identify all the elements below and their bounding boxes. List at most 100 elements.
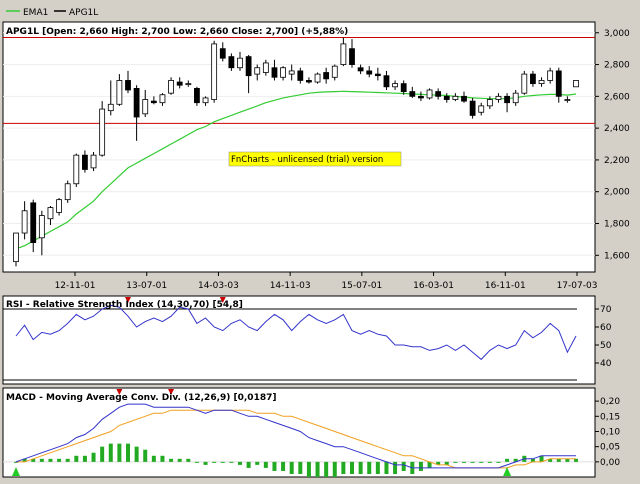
macd-histogram-bar bbox=[22, 458, 27, 462]
macd-histogram-bar bbox=[100, 446, 105, 462]
macd-histogram-bar bbox=[436, 461, 441, 465]
macd-histogram-bar bbox=[263, 461, 268, 468]
macd-histogram-bar bbox=[324, 461, 329, 478]
candle-body bbox=[90, 154, 97, 169]
x-axis-tick-label: 16-03-01 bbox=[413, 281, 454, 291]
macd-histogram-bar bbox=[160, 455, 165, 462]
candle-body bbox=[452, 95, 459, 100]
price-y-tick-label: 2,800 bbox=[604, 61, 630, 71]
price-y-tick-label: 1,600 bbox=[604, 251, 630, 261]
macd-histogram-bar bbox=[74, 455, 79, 462]
candle-body bbox=[99, 108, 106, 156]
price-pane: APG1L [Open: 2,660 High: 2,700 Low: 2,66… bbox=[2, 21, 596, 273]
macd-histogram-bar bbox=[169, 458, 174, 462]
macd-histogram-bar bbox=[427, 461, 432, 468]
macd-histogram-bar bbox=[82, 455, 87, 462]
macd-histogram-bar bbox=[350, 461, 354, 474]
candle-body bbox=[150, 100, 157, 104]
macd-y-tick-label: 0,00 bbox=[600, 458, 620, 468]
macd-histogram-bar bbox=[91, 452, 96, 462]
macd-histogram-bar bbox=[289, 461, 294, 474]
macd-histogram-bar bbox=[57, 458, 62, 462]
candle-body bbox=[288, 70, 295, 75]
x-axis-tick-label: 15-07-01 bbox=[341, 281, 382, 291]
macd-sell-marker bbox=[168, 389, 175, 395]
macd-histogram-bar bbox=[453, 461, 458, 463]
macd-y-tick-label: 0,10 bbox=[600, 427, 620, 437]
candle-body bbox=[409, 91, 416, 97]
x-axis: 12-11-01 13-07-01 14-03-03 14-11-03 15-07-01… bbox=[55, 272, 597, 291]
macd-buy-marker bbox=[12, 467, 20, 476]
candle-body bbox=[306, 80, 312, 83]
candle-body bbox=[547, 70, 554, 81]
candle-body bbox=[349, 48, 355, 65]
rsi-y-tick-label: 60 bbox=[600, 323, 612, 333]
price-y-tick-label: 2,600 bbox=[604, 92, 630, 102]
candle-body bbox=[374, 73, 381, 77]
x-axis-tick-label: 13-07-01 bbox=[126, 281, 167, 291]
macd-histogram-bar bbox=[332, 461, 337, 478]
candle-body bbox=[280, 67, 286, 78]
macd-histogram-bar bbox=[186, 458, 191, 462]
price-y-tick-label: 2,400 bbox=[604, 124, 630, 134]
macd-histogram-bar bbox=[505, 458, 510, 462]
macd-y-tick-label: 0,20 bbox=[600, 397, 620, 407]
rsi-line bbox=[15, 304, 577, 361]
macd-histogram-bar bbox=[315, 461, 320, 478]
x-axis-tick-label: 16-11-01 bbox=[485, 281, 526, 291]
price-y-tick-label: 1,800 bbox=[604, 219, 630, 229]
candle-body bbox=[469, 100, 476, 116]
macd-histogram-bar bbox=[65, 458, 70, 462]
candle-body bbox=[357, 67, 364, 72]
candle-body bbox=[555, 70, 562, 97]
candle-body bbox=[461, 95, 467, 102]
candle-body bbox=[56, 199, 62, 213]
macd-histogram-bar bbox=[462, 461, 466, 463]
macd-histogram-bar bbox=[358, 461, 363, 474]
macd-y-tick-label: 0,05 bbox=[600, 443, 620, 453]
candle-body bbox=[521, 73, 528, 94]
rsi-y-tick-label: 40 bbox=[600, 359, 612, 369]
candle-body bbox=[262, 62, 269, 73]
macd-histogram-bar bbox=[246, 461, 251, 468]
macd-histogram-bar bbox=[229, 461, 234, 463]
candle-body bbox=[392, 83, 398, 88]
candle-body bbox=[486, 99, 493, 107]
macd-histogram-bar bbox=[126, 443, 130, 462]
candle-body bbox=[443, 95, 450, 100]
candle-body bbox=[38, 215, 45, 239]
candle-body bbox=[366, 70, 373, 75]
legend-label-price: APG1L bbox=[69, 8, 98, 18]
macd-histogram-bar bbox=[418, 461, 423, 471]
macd-histogram-bar bbox=[220, 461, 225, 463]
candle-body bbox=[202, 97, 209, 104]
candle-body bbox=[47, 207, 54, 220]
candle-body bbox=[435, 91, 442, 97]
candle-body bbox=[573, 80, 579, 88]
macd-buy-marker bbox=[503, 467, 512, 476]
candle-body bbox=[400, 83, 407, 92]
macd-histogram-bar bbox=[48, 458, 53, 462]
rsi-signal-marker bbox=[219, 297, 226, 303]
macd-histogram-bar bbox=[341, 461, 346, 474]
candle-body bbox=[194, 87, 200, 104]
macd-histogram-bar bbox=[444, 461, 449, 465]
candle-body bbox=[21, 210, 28, 234]
candle-body bbox=[530, 73, 536, 85]
macd-histogram-bar bbox=[212, 461, 217, 463]
candle-body bbox=[478, 105, 485, 113]
macd-y-tick-label: 0,15 bbox=[600, 412, 620, 422]
rsi-y-tick-label: 50 bbox=[600, 341, 612, 351]
macd-histogram-bar bbox=[548, 458, 553, 462]
candle-body bbox=[211, 43, 218, 100]
macd-histogram-bar bbox=[393, 461, 398, 474]
candle-body bbox=[228, 56, 235, 69]
candle-body bbox=[237, 57, 243, 69]
x-axis-tick-label: 14-03-03 bbox=[198, 281, 239, 291]
price-y-tick-label: 3,000 bbox=[604, 29, 630, 39]
macd-histogram-bar bbox=[298, 461, 303, 474]
legend: EMA1 APG1L bbox=[3, 4, 123, 18]
legend-label-ema: EMA1 bbox=[23, 8, 48, 18]
candle-body bbox=[426, 89, 433, 99]
candle-body bbox=[495, 95, 502, 100]
